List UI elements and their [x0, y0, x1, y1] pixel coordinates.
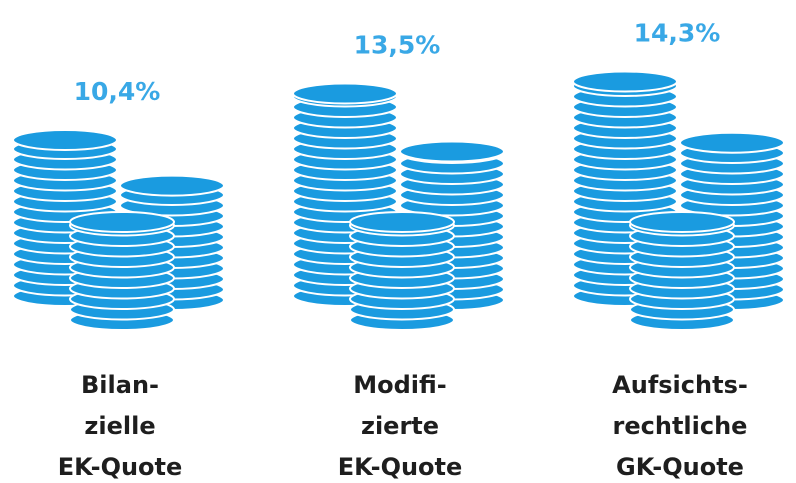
- value-label: 14,3%: [634, 19, 721, 48]
- front-stack: [349, 211, 455, 331]
- category-label: zielle: [84, 412, 155, 440]
- category-label: EK-Quote: [58, 453, 183, 481]
- value-label: 13,5%: [354, 31, 441, 60]
- coin-top: [119, 174, 225, 197]
- coin-top: [69, 211, 175, 233]
- category-label: Bilan-: [81, 371, 159, 399]
- value-label: 10,4%: [74, 77, 161, 106]
- category-label: EK-Quote: [338, 453, 463, 481]
- category-label: zierte: [361, 412, 439, 440]
- coin-top: [292, 82, 398, 105]
- front-stack: [629, 211, 735, 331]
- category-label: Aufsichts-: [612, 371, 748, 399]
- coin-top: [679, 131, 785, 154]
- front-stack: [69, 211, 175, 331]
- category-label: GK-Quote: [616, 453, 744, 481]
- coin-top: [629, 211, 735, 233]
- coin-top: [12, 129, 118, 151]
- coin-top: [572, 70, 678, 93]
- coin-top: [349, 211, 455, 233]
- coin-top: [399, 140, 505, 163]
- category-label: rechtliche: [613, 412, 748, 440]
- category-label: Modifi-: [353, 371, 447, 399]
